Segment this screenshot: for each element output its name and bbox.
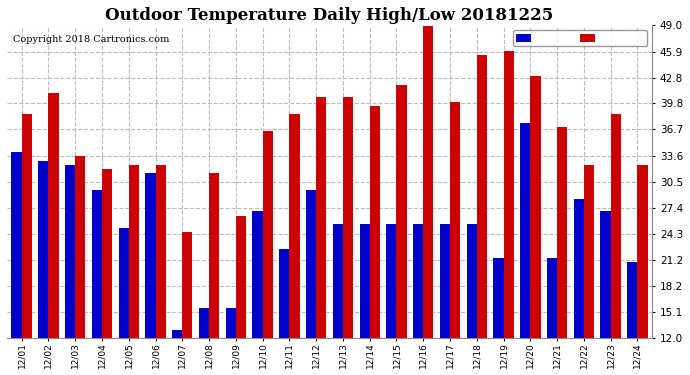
Bar [386,224,397,338]
Bar [21,114,32,338]
Bar [333,224,343,338]
Bar [236,216,246,338]
Bar [119,228,129,338]
Bar [370,106,380,338]
Bar [316,97,326,338]
Bar [48,93,59,338]
Bar [423,26,433,338]
Bar [547,258,557,338]
Bar [359,224,370,338]
Bar [199,309,209,338]
Bar [531,76,540,338]
Bar [102,169,112,338]
Bar [450,102,460,338]
Bar [504,51,514,338]
Bar [12,152,21,338]
Bar [253,211,263,338]
Bar [466,224,477,338]
Bar [520,123,531,338]
Bar [279,249,289,338]
Bar [182,232,193,338]
Bar [477,55,487,338]
Bar [573,199,584,338]
Bar [65,165,75,338]
Bar [611,114,621,338]
Bar [209,173,219,338]
Title: Outdoor Temperature Daily High/Low 20181225: Outdoor Temperature Daily High/Low 20181… [106,7,553,24]
Legend: Low  (°F), High  (°F): Low (°F), High (°F) [513,30,647,46]
Bar [146,173,155,338]
Bar [226,309,236,338]
Bar [397,85,406,338]
Bar [557,127,567,338]
Bar [306,190,316,338]
Bar [289,114,299,338]
Bar [584,165,594,338]
Bar [129,165,139,338]
Bar [627,262,638,338]
Bar [493,258,504,338]
Bar [75,156,86,338]
Bar [440,224,450,338]
Bar [155,165,166,338]
Bar [172,330,182,338]
Bar [343,97,353,338]
Bar [638,165,648,338]
Bar [263,131,273,338]
Bar [38,160,48,338]
Bar [92,190,102,338]
Bar [600,211,611,338]
Bar [413,224,423,338]
Text: Copyright 2018 Cartronics.com: Copyright 2018 Cartronics.com [13,35,170,44]
